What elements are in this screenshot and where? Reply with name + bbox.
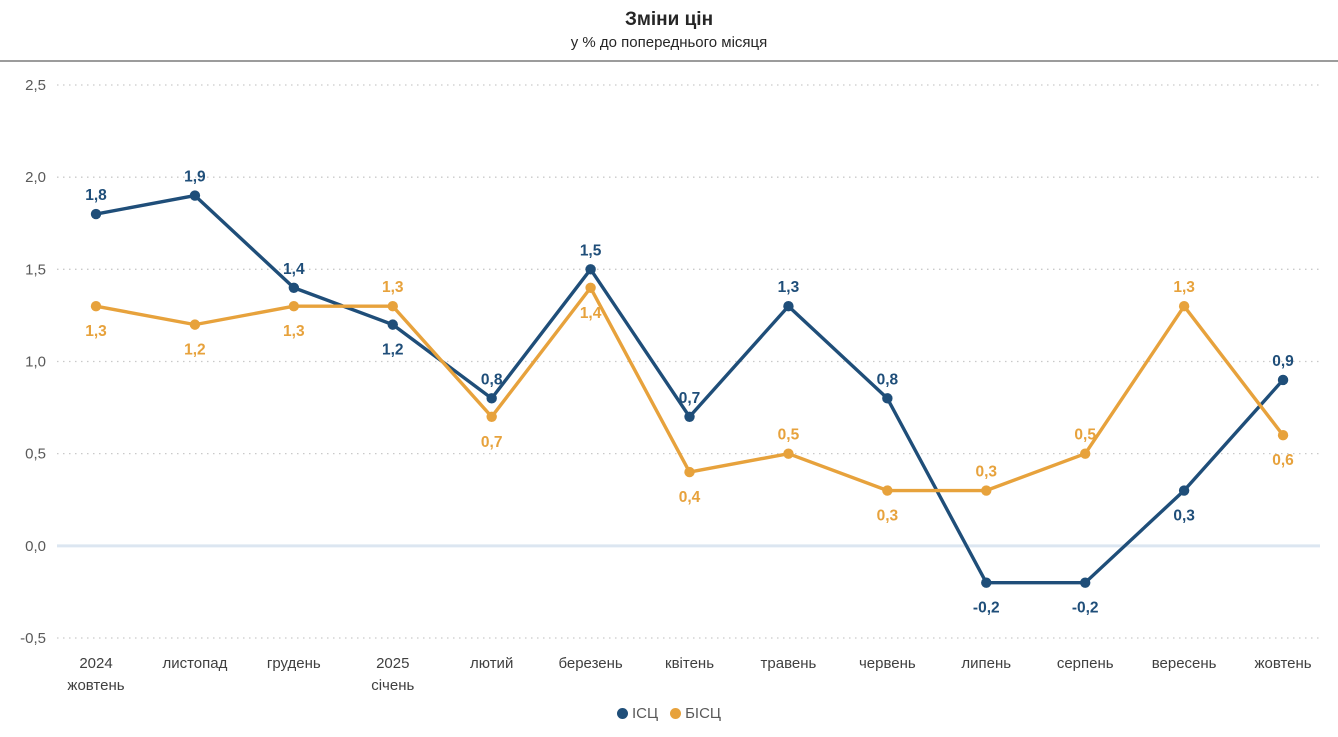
data-label: -0,2	[1072, 600, 1099, 617]
data-point	[1080, 448, 1091, 459]
data-label: 1,2	[382, 342, 404, 359]
x-tick-label: лютий	[470, 655, 513, 672]
x-tick-label: грудень	[267, 655, 321, 672]
x-tick-label: серпень	[1057, 655, 1114, 672]
x-tick-label: жовтень	[1254, 655, 1311, 672]
data-point	[684, 466, 695, 478]
data-label: 0,8	[481, 371, 503, 388]
data-point	[288, 300, 300, 312]
y-tick-label: 2,0	[25, 169, 46, 186]
chart-title: Зміни цін	[624, 9, 714, 30]
data-label: 1,8	[85, 187, 107, 204]
data-label: 0,7	[679, 390, 701, 407]
data-point	[387, 319, 398, 330]
data-label: 1,3	[283, 323, 305, 340]
x-tick-label: квітень	[665, 655, 714, 672]
y-tick-label: -0,5	[20, 630, 46, 647]
x-tick-label: липень	[961, 655, 1011, 672]
x-tick-label: вересень	[1152, 655, 1217, 672]
data-point	[486, 411, 497, 422]
data-label: 1,5	[580, 242, 602, 259]
x-tick-label: червень	[859, 655, 916, 672]
legend-label-bicp: БІСЦ	[685, 705, 722, 722]
data-point	[882, 393, 893, 404]
data-point	[189, 319, 201, 330]
data-point	[189, 190, 201, 201]
icp-series-bullet-icon	[616, 708, 628, 719]
x-tick-label: травень	[761, 655, 817, 672]
data-label: -0,2	[973, 600, 1000, 617]
data-point	[486, 393, 497, 404]
y-tick-label: 2,5	[25, 77, 46, 94]
legend-item-bicp: БІСЦ	[670, 705, 721, 722]
data-label: 0,3	[1173, 508, 1195, 525]
data-point	[585, 282, 596, 293]
data-label: 0,9	[1272, 353, 1294, 370]
data-label: 0,6	[1272, 452, 1294, 469]
data-point	[783, 300, 794, 312]
data-point	[585, 264, 596, 275]
data-point	[1277, 430, 1289, 441]
data-label: 1,3	[1173, 279, 1195, 296]
data-point	[981, 577, 992, 588]
data-point	[1178, 300, 1190, 312]
data-label: 1,3	[778, 279, 800, 296]
data-point	[1178, 485, 1190, 496]
data-point	[783, 448, 794, 459]
data-label: 0,5	[778, 427, 800, 444]
data-point	[387, 300, 398, 312]
data-label: 1,4	[580, 305, 602, 322]
data-label: 0,4	[679, 489, 701, 506]
data-label: 0,3	[975, 464, 997, 481]
data-point	[90, 208, 102, 220]
data-point	[288, 282, 300, 293]
x-tick-label: березень	[558, 655, 622, 672]
data-label: 1,3	[382, 279, 404, 296]
chart-header: Зміни цін у % до попереднього місяця	[0, 0, 1338, 51]
data-label: 0,7	[481, 434, 503, 451]
legend-item-icp: ІСЦ	[616, 705, 659, 722]
legend-label-icp: ІСЦ	[631, 705, 659, 722]
x-tick-label: листопад	[162, 655, 227, 672]
y-tick-label: 1,5	[25, 261, 46, 278]
data-point	[90, 300, 102, 312]
y-tick-label: 0,5	[25, 446, 46, 463]
header-separator	[0, 60, 1338, 62]
data-point	[684, 411, 695, 422]
chart-subtitle: у % до попереднього місяця	[570, 34, 768, 51]
data-point	[1080, 577, 1091, 588]
data-point	[882, 485, 893, 496]
data-label: 0,8	[877, 371, 899, 388]
data-label: 1,2	[184, 342, 206, 359]
data-label: 1,3	[85, 323, 107, 340]
y-tick-label: 1,0	[25, 353, 46, 370]
y-tick-label: 0,0	[25, 538, 46, 555]
bicp-series-bullet-icon	[670, 708, 682, 719]
x-tick-label: 2024 жовтень	[67, 655, 124, 694]
data-label: 1,9	[184, 169, 206, 186]
data-point	[981, 485, 992, 496]
data-label: 0,3	[877, 508, 899, 525]
data-label: 0,5	[1074, 427, 1096, 444]
data-point	[1277, 374, 1289, 386]
chart-legend: ІСЦ БІСЦ	[0, 705, 1338, 722]
data-label: 1,4	[283, 261, 305, 278]
x-tick-label: 2025 січень	[371, 655, 414, 694]
